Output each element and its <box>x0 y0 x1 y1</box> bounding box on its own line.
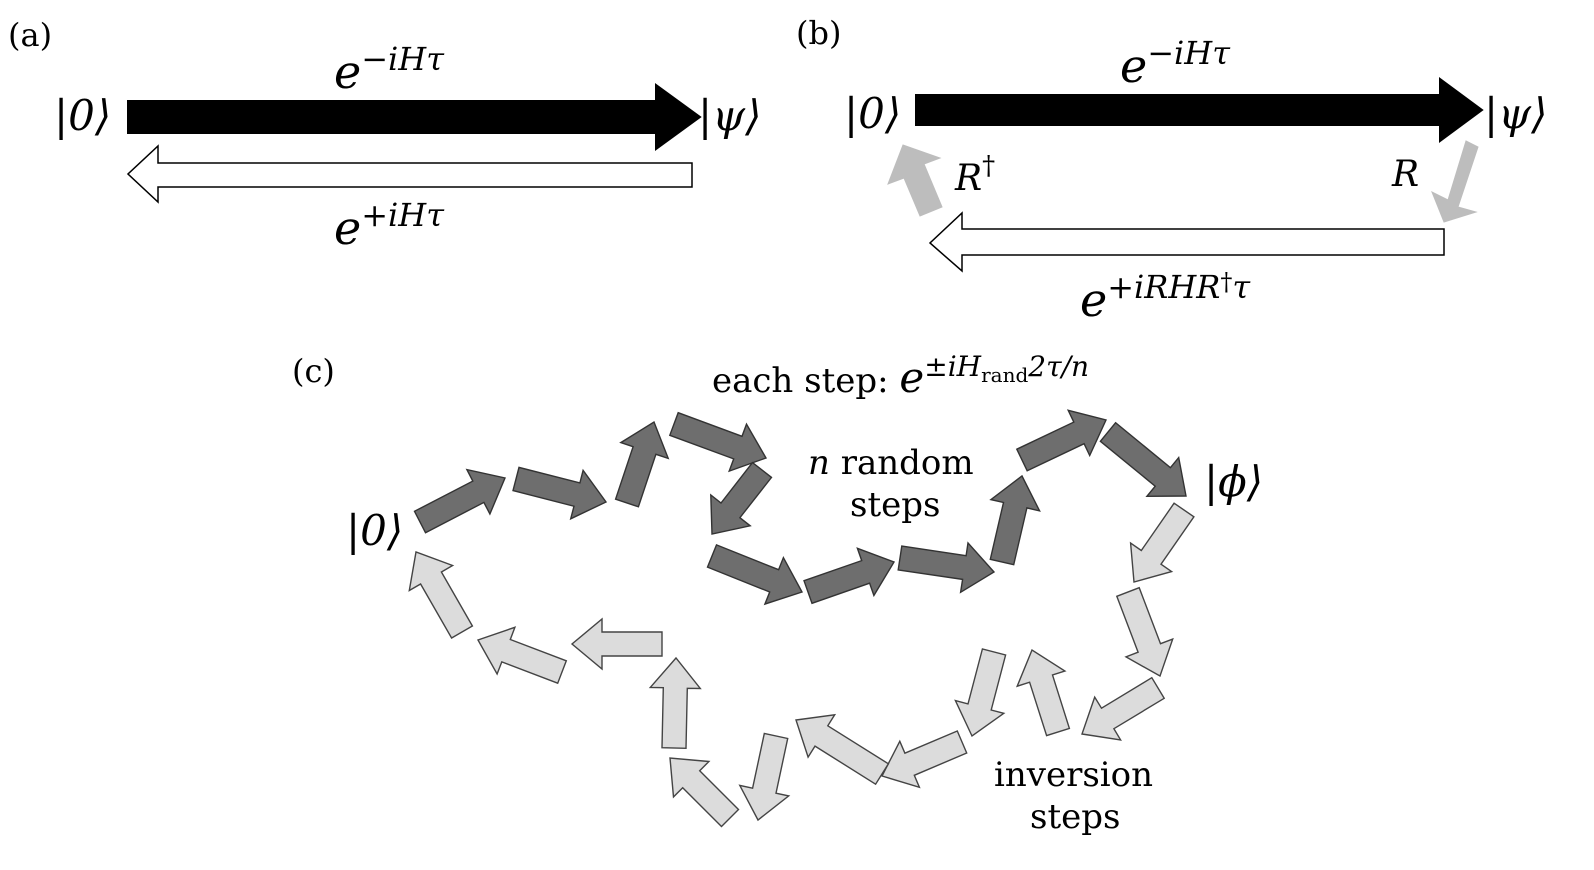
panel-a: (a) |0⟩ |ψ⟩ e−iHτ e+iHτ <box>8 16 761 255</box>
panel-c: (c) each step: e±iHrand2τ/n |0⟩ |ϕ⟩ n ra… <box>292 350 1263 837</box>
inversion-step-arrow-11 <box>570 617 663 671</box>
panel-c-start-state: |0⟩ <box>346 506 403 555</box>
forward-evolution-arrow-b <box>915 77 1484 143</box>
inversion-step-arrow-7 <box>795 713 890 786</box>
rotation-arrow-r-dagger <box>887 144 943 217</box>
inversion-step-arrow-2 <box>1115 586 1174 678</box>
panel-a-forward-op: e−iHτ <box>334 40 445 99</box>
random-step-arrow-8 <box>897 541 996 594</box>
panel-b-backward-op: e+iRHR†τ <box>1080 268 1251 327</box>
random-step-arrow-10 <box>1015 409 1107 472</box>
panel-a-label: (a) <box>8 16 52 54</box>
panel-b-forward-op: e−iHτ <box>1120 34 1231 93</box>
panel-b-start-state: |0⟩ <box>844 89 901 138</box>
forward-evolution-arrow <box>127 83 702 151</box>
panel-b-end-state: |ψ⟩ <box>1484 89 1547 138</box>
inversion-step-arrow-6 <box>880 730 968 789</box>
rotation-inverse-label: R† <box>954 151 995 199</box>
panel-c-end-state: |ϕ⟩ <box>1204 457 1263 506</box>
random-step-arrow-11 <box>1099 421 1187 498</box>
random-step-arrow-6 <box>706 543 804 606</box>
inversion-step-arrow-5 <box>1015 648 1071 737</box>
random-step-arrow-7 <box>803 547 896 605</box>
random-step-arrow-3 <box>614 420 670 508</box>
random-steps-label-line1: n random <box>808 443 974 483</box>
inversion-step-arrow-13 <box>408 551 474 639</box>
panel-b: (b) |0⟩ |ψ⟩ e−iHτ R R† e+iRHR†τ <box>796 14 1547 327</box>
random-step-arrow-4 <box>668 411 768 473</box>
panel-b-label: (b) <box>796 14 841 52</box>
rotation-label: R <box>1391 154 1419 195</box>
panel-a-backward-op: e+iHτ <box>334 196 445 255</box>
backward-rotated-evolution-arrow <box>928 211 1445 273</box>
inversion-step-arrow-1 <box>1129 502 1195 583</box>
random-step-arrow-5 <box>710 461 773 535</box>
panel-a-start-state: |0⟩ <box>54 91 111 140</box>
panel-a-end-state: |ψ⟩ <box>698 91 761 140</box>
random-steps-group <box>413 409 1187 606</box>
random-steps-label-line2: steps <box>850 485 940 525</box>
inversion-step-arrow-12 <box>476 626 568 685</box>
random-step-arrow-9 <box>989 474 1041 566</box>
inversion-step-arrow-4 <box>954 648 1007 738</box>
inversion-step-arrow-10 <box>648 656 702 750</box>
inversion-steps-label-line2: steps <box>1030 797 1120 837</box>
inversion-steps-group <box>408 502 1195 828</box>
rotation-arrow-r <box>1431 140 1479 223</box>
inversion-steps-label-line1: inversion <box>994 755 1153 795</box>
backward-evolution-arrow <box>126 144 693 204</box>
inversion-step-arrow-3 <box>1081 676 1166 741</box>
panel-c-label: (c) <box>292 352 335 390</box>
inversion-step-arrow-8 <box>738 732 791 822</box>
step-operator-caption: each step: e±iHrand2τ/n <box>712 350 1089 402</box>
random-step-arrow-1 <box>413 468 506 534</box>
inversion-step-arrow-9 <box>669 757 740 828</box>
random-step-arrow-2 <box>512 466 608 521</box>
